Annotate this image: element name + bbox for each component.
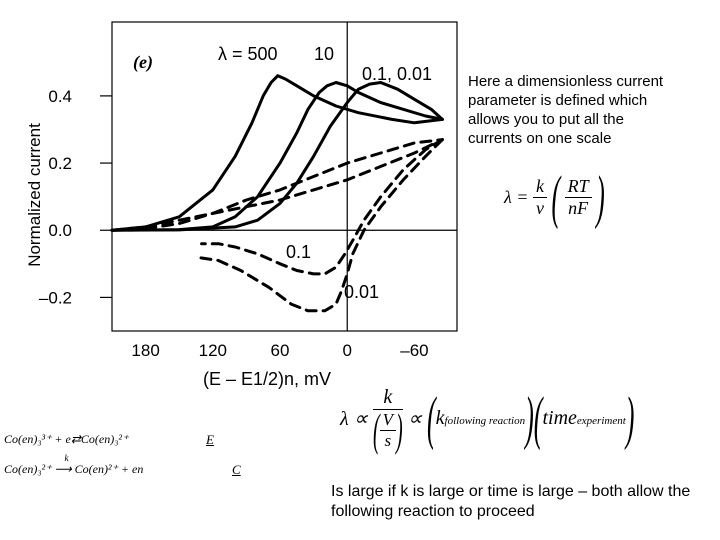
series-line (200, 138, 444, 276)
frac-k-nu: k ν (532, 176, 547, 219)
x-tick-label: 120 (199, 341, 227, 360)
x-axis-label: (E – E1/2)n, mV (203, 369, 332, 389)
curve-label-01-001: 0.1, 0.01 (362, 64, 433, 84)
x-tick-label: –60 (400, 341, 428, 360)
y-tick-label: 0.0 (48, 221, 72, 240)
reaction-2: Co(en)₃²⁺ k ⟶ Co(en)²⁺ + en (4, 453, 144, 476)
series-line (110, 138, 444, 232)
series-line (110, 81, 444, 232)
reaction-1-tag: E (206, 432, 214, 447)
y-tick-label: –0.2 (39, 288, 72, 307)
tick-labels: 0.4 0.2 0.0 –0.2 180 120 60 0 –60 (39, 87, 429, 360)
prop-lhs: λ ∝ (340, 408, 368, 430)
lambda-equation: λ = k ν ( RT nF ) (504, 163, 605, 230)
curve-label-001: 0.01 (344, 282, 380, 302)
reaction-1: Co(en)₃³⁺ + e⇄Co(en)₃²⁺ (4, 432, 129, 446)
series-line (110, 74, 444, 232)
x-tick-label: 60 (271, 341, 290, 360)
series-line (110, 138, 444, 232)
curve-label-10: 10 (314, 44, 335, 64)
curve-label-01: 0.1 (286, 242, 312, 262)
x-tick-label: 180 (131, 341, 159, 360)
reaction-2-tag: C (232, 462, 241, 477)
lambda-lhs: λ = (504, 187, 529, 207)
frac-rt-nf: RT nF (564, 176, 592, 219)
panel-label: (e) (133, 52, 153, 72)
series-line (110, 81, 444, 232)
description-text: Here a dimensionless current parameter i… (468, 73, 664, 147)
curve-label-500: λ = 500 (218, 44, 278, 64)
y-tick-label: 0.4 (48, 87, 72, 106)
x-tick-label: 0 (342, 341, 351, 360)
series-line (194, 138, 444, 313)
conclusion-text: Is large if k is large or time is large … (331, 483, 691, 520)
y-tick-label: 0.2 (48, 154, 72, 173)
y-axis-label: Normalized current (25, 123, 44, 267)
series-group (110, 74, 444, 313)
plot-frame (111, 21, 458, 332)
